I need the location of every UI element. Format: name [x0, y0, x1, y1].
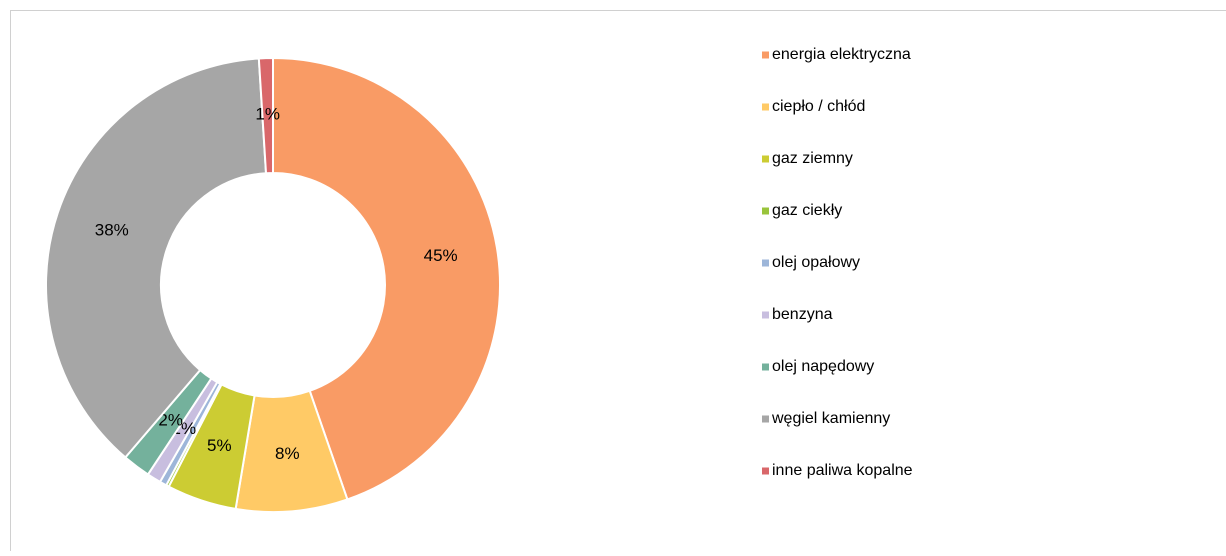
- legend-label: energia elektryczna: [772, 46, 911, 63]
- legend-swatch: [762, 156, 769, 163]
- legend-label: olej opałowy: [772, 254, 860, 271]
- legend-swatch: [762, 416, 769, 423]
- data-label: 38%: [95, 221, 129, 240]
- legend-swatch: [762, 208, 769, 215]
- legend-label: gaz ciekły: [772, 202, 842, 219]
- legend-label: ciepło / chłód: [772, 98, 865, 115]
- legend-swatch: [762, 52, 769, 59]
- legend-swatch: [762, 104, 769, 111]
- legend-swatch: [762, 468, 769, 475]
- legend-label: benzyna: [772, 306, 833, 323]
- legend-label: gaz ziemny: [772, 150, 853, 167]
- legend-swatch: [762, 260, 769, 267]
- legend-label: węgiel kamienny: [771, 410, 890, 427]
- data-label: 45%: [424, 246, 458, 265]
- legend-label: inne paliwa kopalne: [772, 462, 913, 479]
- data-label: 5%: [207, 436, 232, 455]
- data-label: 8%: [275, 444, 300, 463]
- legend-swatch: [762, 312, 769, 319]
- legend-label: olej napędowy: [772, 358, 874, 375]
- data-label: 1%: [255, 105, 280, 124]
- legend-swatch: [762, 364, 769, 371]
